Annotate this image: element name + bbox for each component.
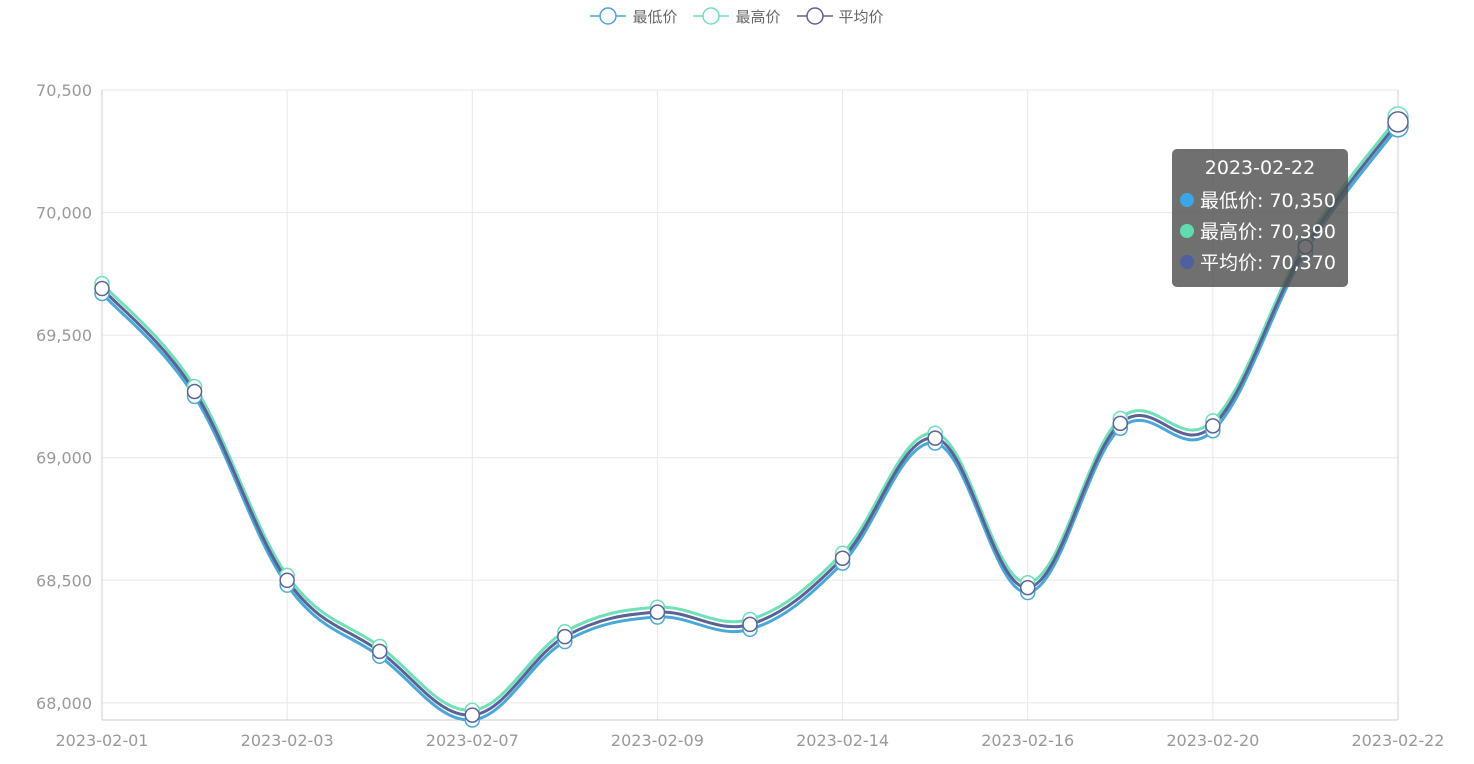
x-tick-label: 2023-02-07 — [426, 731, 519, 750]
data-point[interactable] — [927, 430, 943, 446]
legend-item-1[interactable]: 最高价 — [693, 4, 781, 28]
legend-item-2[interactable]: 平均价 — [796, 4, 884, 28]
series-line-2 — [100, 120, 1400, 717]
y-tick-label: 69,500 — [36, 326, 92, 345]
data-point[interactable] — [279, 572, 295, 589]
tooltip: 2023-02-22 最低价: 70,350 最高价: 70,390 平均价: … — [1172, 149, 1348, 287]
y-tick-label: 68,500 — [36, 571, 92, 590]
y-tick-label: 68,000 — [36, 694, 92, 713]
x-tick-label: 2023-02-03 — [241, 731, 334, 750]
tooltip-high-label: 最高价: 70,390 — [1200, 221, 1336, 243]
tooltip-title: 2023-02-22 — [1204, 157, 1316, 179]
tooltip-dot-icon — [1180, 192, 1194, 207]
series-points[interactable] — [94, 106, 1409, 728]
legend: 最低价 最高价 平均价 — [0, 4, 1474, 28]
data-point[interactable] — [742, 616, 758, 633]
data-point[interactable] — [371, 643, 388, 660]
data-point[interactable] — [464, 707, 481, 723]
legend-line-circle-icon — [693, 4, 730, 28]
x-tick-label: 2023-02-14 — [796, 731, 889, 750]
data-point[interactable] — [1205, 418, 1221, 434]
data-point[interactable] — [1112, 415, 1129, 432]
x-tick-label: 2023-02-20 — [1166, 731, 1259, 750]
x-tick-label: 2023-02-22 — [1352, 731, 1445, 750]
data-point[interactable] — [186, 383, 203, 400]
data-point[interactable] — [834, 550, 851, 566]
x-tick-label: 2023-02-09 — [611, 731, 704, 750]
y-tick-label: 70,500 — [36, 81, 92, 100]
data-point[interactable] — [557, 628, 573, 645]
tooltip-row-high: 最高价: 70,390 — [1180, 215, 1348, 246]
tooltip-avg-label: 平均价: 70,370 — [1200, 252, 1336, 274]
series-line-1 — [100, 116, 1400, 712]
data-point[interactable] — [649, 604, 666, 620]
legend-item-0[interactable]: 最低价 — [590, 4, 677, 28]
data-point[interactable] — [1019, 579, 1036, 596]
series-line-0 — [100, 125, 1400, 722]
legend-label: 平均价 — [838, 7, 884, 26]
tooltip-dot-icon — [1180, 223, 1194, 238]
tooltip-row-avg: 平均价: 70,370 — [1180, 246, 1348, 277]
tooltip-dot-icon — [1180, 254, 1194, 269]
x-axis-ticks: 2023-02-01 2023-02-03 2023-02-07 2023-02-09… — [56, 731, 1445, 750]
tooltip-row-low: 最低价: 70,350 — [1180, 184, 1348, 215]
tooltip-low-label: 最低价: 70,350 — [1200, 190, 1336, 212]
legend-label: 最低价 — [632, 7, 678, 26]
y-tick-label: 69,000 — [36, 449, 92, 468]
legend-label: 最高价 — [735, 7, 781, 26]
y-axis-ticks: 68,000 68,500 69,000 69,500 70,000 70,500 — [36, 81, 92, 713]
legend-line-circle-icon — [796, 4, 833, 28]
data-point[interactable] — [94, 280, 110, 297]
series-lines — [100, 116, 1400, 722]
legend-line-circle-icon — [590, 4, 627, 28]
x-tick-label: 2023-02-01 — [56, 731, 149, 750]
x-tick-label: 2023-02-16 — [981, 731, 1074, 750]
grid-lines — [101, 89, 1399, 721]
y-tick-label: 70,000 — [36, 204, 92, 223]
data-point[interactable] — [1387, 111, 1409, 133]
